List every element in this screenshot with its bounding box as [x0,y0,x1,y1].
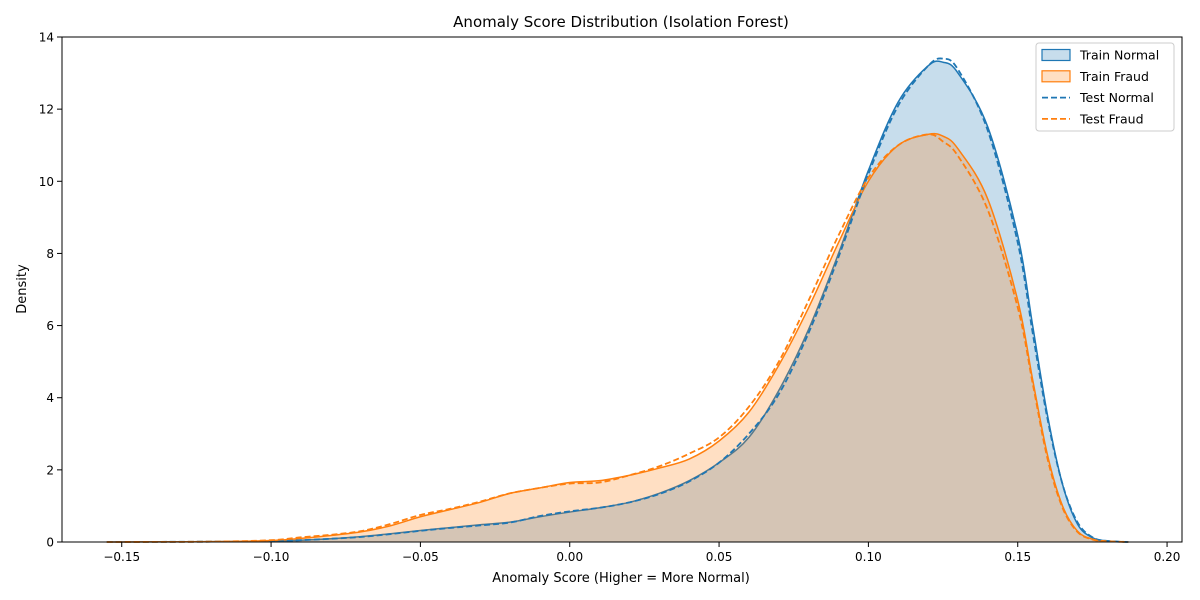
y-tick-label: 6 [46,319,54,333]
axes: −0.15 −0.10 −0.05 0.00 0.05 0.10 0.15 0.20 0 2 4 6 8… [39,31,1183,564]
y-tick-label: 2 [46,463,54,477]
legend-label-test-normal: Test Normal [1079,90,1154,105]
x-tick-label: 0.05 [706,550,733,564]
legend-label-test-fraud: Test Fraud [1079,111,1144,126]
legend-box [1035,42,1175,132]
x-tick-label: 0.20 [1154,550,1181,564]
x-tick-label: 0.10 [855,550,882,564]
y-axis-label: Density [15,264,30,314]
chart-title: Anomaly Score Distribution (Isolation Fo… [453,13,789,31]
y-tick-label: 12 [39,103,54,117]
series-area-train-normal [106,61,1129,543]
legend-swatch-train-fraud [1041,70,1071,83]
legend-label-train-normal: Train Normal [1079,48,1159,63]
x-tick-label: 0.15 [1004,550,1031,564]
x-tick-label: −0.05 [402,550,439,564]
legend-swatch-train-normal [1041,48,1071,62]
series-line-test-normal [106,57,1129,543]
y-tick-label: 8 [46,247,54,261]
y-tick-label: 14 [39,31,54,45]
y-tick-label: 0 [46,536,54,550]
series-line-train-normal [106,60,1129,543]
x-tick-label: −0.15 [103,550,140,564]
legend-label-train-fraud: Train Fraud [1079,69,1149,84]
plot-area [106,57,1129,543]
legend: Train Normal Train Fraud Test Normal Test F… [1035,42,1175,132]
axes-frame [61,36,1183,543]
y-tick-label: 4 [46,391,54,405]
x-tick-label: 0.00 [556,550,583,564]
x-tick-label: −0.10 [253,550,290,564]
x-axis-label: Anomaly Score (Higher = More Normal) [492,571,750,586]
y-tick-label: 10 [39,175,54,189]
series-area-train-fraud [106,133,1129,542]
series-line-test-fraud [106,133,1129,543]
